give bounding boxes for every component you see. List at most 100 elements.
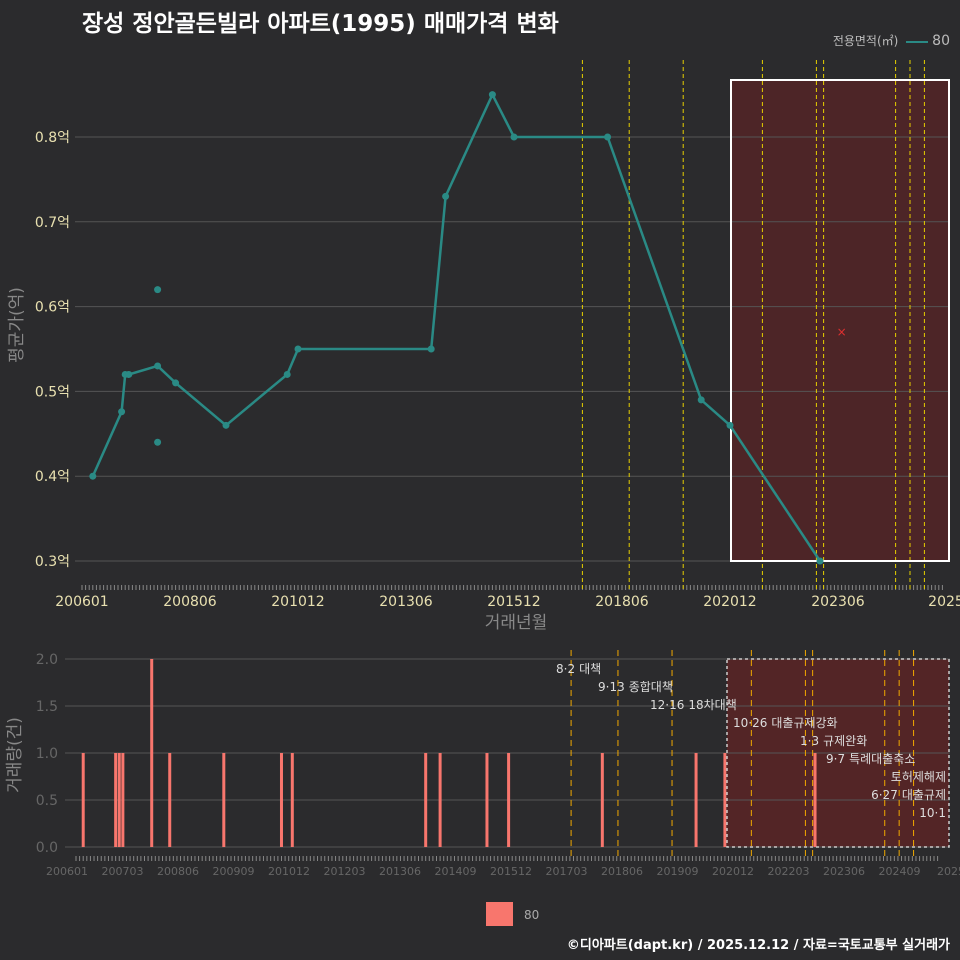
data-point — [89, 472, 97, 480]
annotation: 9·13 종합대책 — [598, 679, 673, 694]
y-tick-label: 1.0 — [36, 746, 58, 762]
bar — [114, 753, 118, 847]
y-axis-title: 거래량(건) — [5, 717, 25, 793]
legend-line-icon — [906, 40, 929, 43]
x-tick-label: 201306 — [379, 594, 433, 610]
x-tick-label: 201512 — [487, 594, 540, 610]
data-point — [604, 133, 612, 141]
x-tick-label: 202306 — [811, 594, 865, 610]
series-line — [91, 91, 822, 562]
bar — [81, 753, 85, 847]
bar — [438, 753, 442, 847]
x-tick-label: 201806 — [601, 865, 643, 878]
annotation: 10·26 대출규제강화 — [733, 716, 838, 730]
data-point — [125, 370, 133, 378]
highlight-box — [726, 658, 950, 848]
annotation-date: 9·13 — [598, 680, 625, 694]
data-point — [488, 91, 496, 99]
annotation: 9·7 특례대출축소 — [826, 752, 915, 766]
legend-top: 전용면적(㎡) 80 — [833, 32, 950, 49]
y-tick-label: 1.5 — [36, 699, 58, 715]
legend-bar-label: 80 — [524, 908, 540, 922]
y-axis-title: 평균가(억) — [7, 287, 27, 363]
x-tick-label: 202203 — [768, 865, 810, 878]
bar — [279, 753, 283, 847]
y-tick-label: 0.8억 — [35, 130, 70, 146]
bar — [121, 753, 125, 847]
data-point — [118, 408, 126, 416]
bar — [694, 753, 698, 847]
y-tick-label: 0.7억 — [35, 215, 70, 231]
y-tick-label: 0.3억 — [35, 554, 70, 570]
annotation-date: 9·7 — [826, 752, 845, 766]
x-axis-title: 거래년월 — [485, 613, 548, 633]
bar — [813, 753, 817, 847]
annotation: 1·3 규제완화 — [800, 734, 867, 748]
x-tick-label: 202409 — [879, 865, 921, 878]
data-point — [697, 396, 705, 404]
bar — [222, 753, 226, 847]
footer-credit: ©디아파트(dapt.kr) / 2025.12.12 / 자료=국토교통부 실… — [566, 938, 950, 953]
annotation-date: 10·26 — [733, 716, 767, 730]
y-tick-label: 0.0 — [36, 840, 58, 856]
y-tick-label: 0.6억 — [35, 300, 70, 316]
x-tick-label: 201703 — [546, 865, 588, 878]
highlight-box — [730, 79, 950, 562]
annotation-label: 대출규제강화 — [771, 716, 837, 730]
y-tick-label: 0.5 — [36, 793, 58, 809]
annotation-date: 10·1 — [919, 806, 946, 820]
highlight-region — [731, 80, 949, 561]
x-tick-label: 200909 — [213, 865, 255, 878]
x-tick-label: 200601 — [55, 594, 108, 610]
annotation-label: 대출규제 — [902, 788, 946, 802]
x-tick-label: 202012 — [712, 865, 754, 878]
data-point — [427, 345, 435, 353]
x-tick-label: 200806 — [163, 594, 217, 610]
data-point — [510, 133, 518, 141]
bar — [507, 753, 511, 847]
annotation: 6·27 대출규제 — [871, 788, 946, 802]
annotation: 12·16 18차대책 — [650, 697, 737, 712]
annotation: 토허제해제 — [891, 770, 946, 784]
data-point — [172, 379, 180, 387]
x-tick-label: 201409 — [435, 865, 477, 878]
x-tick-label: 200806 — [157, 865, 199, 878]
x-tick-label: 201909 — [657, 865, 699, 878]
bar — [485, 753, 489, 847]
annotation-label: 토허제해제 — [891, 770, 946, 784]
bar — [424, 753, 428, 847]
x-tick-label: 201012 — [268, 865, 310, 878]
x-tick-label: 201512 — [490, 865, 532, 878]
legend-title: 전용면적(㎡) — [832, 34, 899, 48]
x-tick-label: 200703 — [102, 865, 144, 878]
legend-item: 80 — [932, 33, 950, 49]
x-tick-label: 201306 — [379, 865, 421, 878]
annotation-date: 12·16 — [650, 698, 684, 712]
x-tick-label: 2025 — [937, 865, 960, 878]
x-tick-label: 200601 — [46, 865, 88, 878]
data-point — [294, 345, 302, 353]
annotation-label: 종합대책 — [629, 679, 673, 694]
bar — [168, 753, 172, 847]
data-point — [154, 362, 162, 370]
annotation-label: 특례대출축소 — [849, 752, 915, 766]
data-point — [283, 370, 291, 378]
data-point — [442, 192, 450, 200]
bar — [117, 753, 121, 847]
y-tick-label: 2.0 — [36, 652, 58, 668]
x-tick-label: 201806 — [595, 594, 649, 610]
x-tick-label: 202306 — [823, 865, 865, 878]
data-point — [726, 421, 734, 429]
bar — [723, 753, 727, 847]
marker-x: × — [837, 325, 847, 339]
y-tick-label: 0.5억 — [35, 384, 70, 400]
annotation: 10·1 — [919, 806, 946, 820]
bar — [150, 659, 154, 847]
chart-title: 장성 정안골든빌라 아파트(1995) 매매가격 변화 — [82, 11, 559, 37]
annotation-label: 규제완화 — [823, 734, 867, 748]
x-tick-label: 201203 — [324, 865, 366, 878]
annotation-date: 1·3 — [800, 734, 819, 748]
bar — [290, 753, 294, 847]
